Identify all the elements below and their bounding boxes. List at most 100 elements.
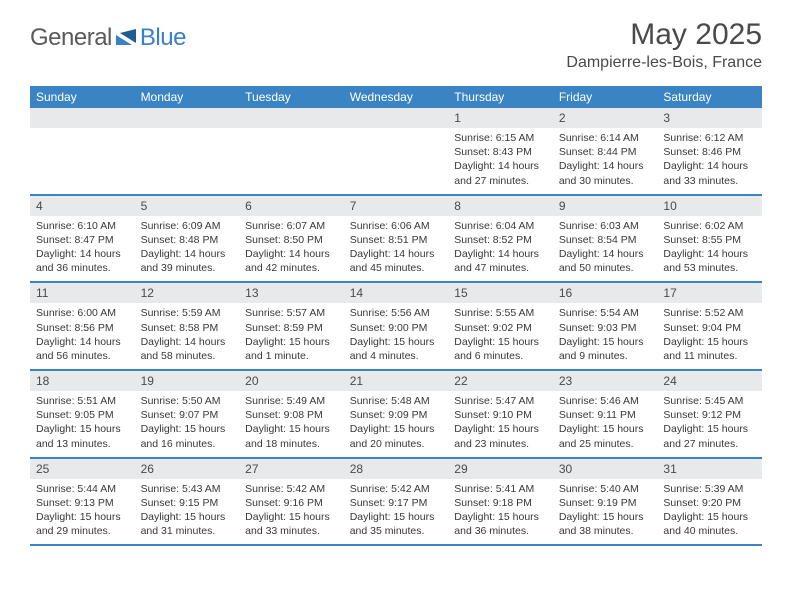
header: General Blue May 2025 Dampierre-les-Bois… [0, 0, 792, 80]
daylight-text: Daylight: 15 hours and 16 minutes. [141, 422, 234, 450]
day-cell: Sunrise: 5:42 AMSunset: 9:17 PMDaylight:… [344, 479, 449, 545]
day-number [344, 108, 449, 128]
sunrise-text: Sunrise: 5:39 AM [663, 482, 756, 496]
sunset-text: Sunset: 8:44 PM [559, 145, 652, 159]
daylight-text: Daylight: 15 hours and 35 minutes. [350, 510, 443, 538]
sunset-text: Sunset: 9:19 PM [559, 496, 652, 510]
sunrise-text: Sunrise: 6:02 AM [663, 219, 756, 233]
sunset-text: Sunset: 9:07 PM [141, 408, 234, 422]
day-cell: Sunrise: 5:46 AMSunset: 9:11 PMDaylight:… [553, 391, 658, 457]
sunrise-text: Sunrise: 5:51 AM [36, 394, 129, 408]
day-cell: Sunrise: 6:10 AMSunset: 8:47 PMDaylight:… [30, 216, 135, 282]
daylight-text: Daylight: 14 hours and 47 minutes. [454, 247, 547, 275]
sunrise-text: Sunrise: 5:56 AM [350, 306, 443, 320]
day-number: 2 [553, 108, 658, 128]
sunrise-text: Sunrise: 5:55 AM [454, 306, 547, 320]
day-cell: Sunrise: 5:49 AMSunset: 9:08 PMDaylight:… [239, 391, 344, 457]
sunrise-text: Sunrise: 5:46 AM [559, 394, 652, 408]
day-cell: Sunrise: 6:00 AMSunset: 8:56 PMDaylight:… [30, 303, 135, 369]
sunrise-text: Sunrise: 5:48 AM [350, 394, 443, 408]
day-cell: Sunrise: 5:51 AMSunset: 9:05 PMDaylight:… [30, 391, 135, 457]
sunrise-text: Sunrise: 5:43 AM [141, 482, 234, 496]
day-cell: Sunrise: 5:41 AMSunset: 9:18 PMDaylight:… [448, 479, 553, 545]
daynum-band: 45678910 [30, 196, 762, 216]
day-cell: Sunrise: 5:48 AMSunset: 9:09 PMDaylight:… [344, 391, 449, 457]
day-number: 4 [30, 196, 135, 216]
day-cell: Sunrise: 6:03 AMSunset: 8:54 PMDaylight:… [553, 216, 658, 282]
sunrise-text: Sunrise: 5:57 AM [245, 306, 338, 320]
sunrise-text: Sunrise: 5:52 AM [663, 306, 756, 320]
day-number: 31 [657, 459, 762, 479]
week-row: 11121314151617Sunrise: 6:00 AMSunset: 8:… [30, 283, 762, 371]
day-number: 8 [448, 196, 553, 216]
sunset-text: Sunset: 8:46 PM [663, 145, 756, 159]
weekday-saturday: Saturday [657, 86, 762, 108]
day-number: 16 [553, 283, 658, 303]
sunrise-text: Sunrise: 5:40 AM [559, 482, 652, 496]
daylight-text: Daylight: 14 hours and 42 minutes. [245, 247, 338, 275]
sunrise-text: Sunrise: 5:42 AM [350, 482, 443, 496]
sunrise-text: Sunrise: 6:14 AM [559, 131, 652, 145]
daylight-text: Daylight: 14 hours and 36 minutes. [36, 247, 129, 275]
sunset-text: Sunset: 8:58 PM [141, 321, 234, 335]
day-number: 21 [344, 371, 449, 391]
daylight-text: Daylight: 15 hours and 31 minutes. [141, 510, 234, 538]
sunset-text: Sunset: 8:50 PM [245, 233, 338, 247]
sunset-text: Sunset: 9:11 PM [559, 408, 652, 422]
week-row: 18192021222324Sunrise: 5:51 AMSunset: 9:… [30, 371, 762, 459]
daylight-text: Daylight: 14 hours and 33 minutes. [663, 159, 756, 187]
weekday-friday: Friday [553, 86, 658, 108]
sunset-text: Sunset: 9:17 PM [350, 496, 443, 510]
daylight-text: Daylight: 15 hours and 20 minutes. [350, 422, 443, 450]
sunrise-text: Sunrise: 6:09 AM [141, 219, 234, 233]
day-cell: Sunrise: 5:45 AMSunset: 9:12 PMDaylight:… [657, 391, 762, 457]
sunset-text: Sunset: 9:16 PM [245, 496, 338, 510]
sunrise-text: Sunrise: 5:47 AM [454, 394, 547, 408]
daylight-text: Daylight: 15 hours and 18 minutes. [245, 422, 338, 450]
day-number [30, 108, 135, 128]
day-cell: Sunrise: 5:56 AMSunset: 9:00 PMDaylight:… [344, 303, 449, 369]
brand-part2: Blue [140, 24, 186, 52]
day-cell: Sunrise: 6:06 AMSunset: 8:51 PMDaylight:… [344, 216, 449, 282]
day-number: 10 [657, 196, 762, 216]
sunrise-text: Sunrise: 6:15 AM [454, 131, 547, 145]
day-cell: Sunrise: 6:15 AMSunset: 8:43 PMDaylight:… [448, 128, 553, 194]
sunrise-text: Sunrise: 5:42 AM [245, 482, 338, 496]
daycontent-band: Sunrise: 6:00 AMSunset: 8:56 PMDaylight:… [30, 303, 762, 369]
sunset-text: Sunset: 9:15 PM [141, 496, 234, 510]
daynum-band: 11121314151617 [30, 283, 762, 303]
day-number: 20 [239, 371, 344, 391]
daycontent-band: Sunrise: 6:15 AMSunset: 8:43 PMDaylight:… [30, 128, 762, 194]
sunset-text: Sunset: 8:55 PM [663, 233, 756, 247]
daylight-text: Daylight: 14 hours and 53 minutes. [663, 247, 756, 275]
day-number: 17 [657, 283, 762, 303]
weekday-thursday: Thursday [448, 86, 553, 108]
day-number: 5 [135, 196, 240, 216]
brand-logo: General Blue [30, 18, 186, 52]
daynum-band: 25262728293031 [30, 459, 762, 479]
daylight-text: Daylight: 15 hours and 23 minutes. [454, 422, 547, 450]
sunset-text: Sunset: 8:48 PM [141, 233, 234, 247]
sunset-text: Sunset: 8:47 PM [36, 233, 129, 247]
weekday-wednesday: Wednesday [344, 86, 449, 108]
day-number: 22 [448, 371, 553, 391]
day-cell [239, 128, 344, 194]
daylight-text: Daylight: 15 hours and 29 minutes. [36, 510, 129, 538]
day-cell: Sunrise: 5:59 AMSunset: 8:58 PMDaylight:… [135, 303, 240, 369]
month-title: May 2025 [566, 18, 762, 52]
daylight-text: Daylight: 14 hours and 39 minutes. [141, 247, 234, 275]
day-cell: Sunrise: 5:43 AMSunset: 9:15 PMDaylight:… [135, 479, 240, 545]
daylight-text: Daylight: 15 hours and 40 minutes. [663, 510, 756, 538]
sunset-text: Sunset: 9:09 PM [350, 408, 443, 422]
daycontent-band: Sunrise: 5:51 AMSunset: 9:05 PMDaylight:… [30, 391, 762, 457]
sunset-text: Sunset: 8:51 PM [350, 233, 443, 247]
sunset-text: Sunset: 9:10 PM [454, 408, 547, 422]
day-number: 27 [239, 459, 344, 479]
sunrise-text: Sunrise: 5:59 AM [141, 306, 234, 320]
day-number [239, 108, 344, 128]
day-number: 11 [30, 283, 135, 303]
weekday-sunday: Sunday [30, 86, 135, 108]
sunrise-text: Sunrise: 6:12 AM [663, 131, 756, 145]
daylight-text: Daylight: 14 hours and 56 minutes. [36, 335, 129, 363]
sunset-text: Sunset: 9:13 PM [36, 496, 129, 510]
